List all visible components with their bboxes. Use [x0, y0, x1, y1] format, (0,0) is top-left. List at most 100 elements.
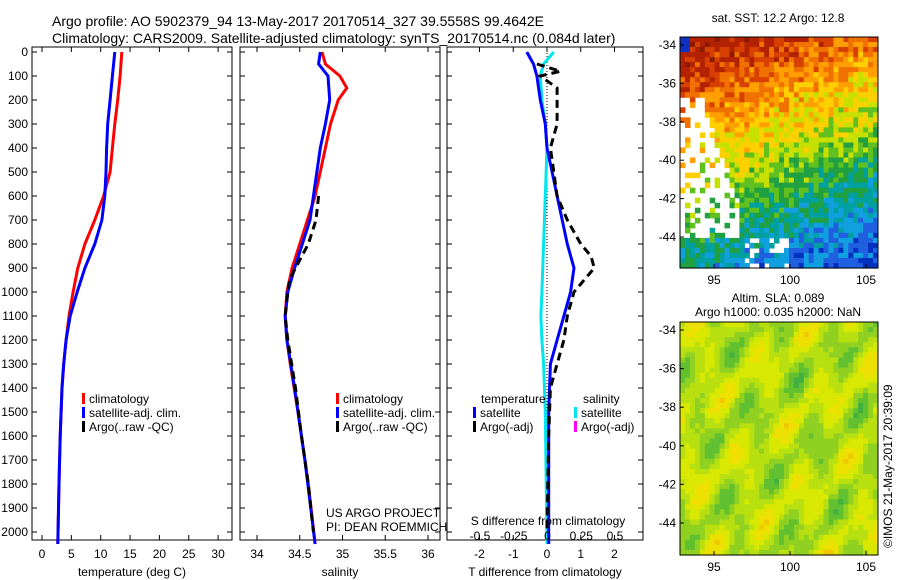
sla-cell	[784, 514, 790, 521]
sst-cell	[793, 207, 800, 214]
sla-cell	[709, 398, 716, 404]
sst-cell	[833, 167, 839, 174]
sla-cell	[868, 443, 874, 450]
sst-cell	[779, 82, 785, 88]
sst-cell	[769, 152, 775, 159]
sla-cell	[868, 438, 874, 445]
sst-cell	[813, 258, 820, 264]
sst-cell	[818, 222, 825, 229]
sst-cell	[788, 157, 795, 164]
sst-cell	[828, 152, 834, 159]
sla-cell	[709, 544, 716, 551]
sst-cell	[744, 152, 750, 159]
sst-cell	[818, 232, 825, 239]
sst-cell	[808, 263, 815, 269]
sst-cell	[709, 242, 716, 249]
sla-cell	[714, 322, 721, 328]
sla-cell	[803, 372, 810, 379]
sla-cell	[774, 463, 780, 470]
sst-cell	[803, 52, 810, 58]
sla-cell	[774, 438, 780, 445]
sla-cell	[734, 524, 740, 531]
sla-cell	[689, 438, 696, 445]
sla-cell	[749, 408, 755, 414]
sla-cell	[808, 367, 815, 374]
sla-cell	[734, 504, 740, 510]
sla-cell	[788, 367, 795, 374]
sla-cell	[729, 479, 735, 485]
sla-cell	[704, 448, 711, 455]
sst-cell	[848, 172, 854, 179]
sla-cell	[873, 377, 879, 384]
sst-cell	[754, 102, 760, 108]
sst-cell	[793, 82, 800, 88]
sla-cell	[833, 514, 839, 521]
sst-cell	[719, 263, 726, 269]
sst-cell	[744, 232, 750, 239]
sst-cell	[749, 222, 755, 229]
sla-cell	[793, 362, 800, 369]
sst-cell	[853, 122, 859, 128]
sla-cell	[714, 539, 721, 546]
sla-cell	[774, 387, 780, 394]
sst-cell	[689, 87, 696, 93]
sla-cell	[724, 534, 730, 541]
sla-cell	[843, 337, 849, 343]
sla-cell	[709, 484, 716, 490]
sst-cell	[699, 247, 706, 254]
sla-cell	[744, 403, 750, 409]
sst-cell	[828, 222, 834, 229]
sla-cell	[828, 367, 834, 374]
sst-cell	[779, 197, 785, 204]
sla-cell	[868, 403, 874, 409]
sla-cell	[818, 367, 825, 374]
sst-cell	[689, 57, 696, 63]
sla-cell	[853, 544, 859, 551]
sst-cell	[759, 127, 765, 133]
sla-cell	[798, 529, 805, 536]
sla-cell	[759, 453, 765, 460]
sst-cell	[754, 172, 760, 179]
sst-cell	[853, 157, 859, 164]
sla-cell	[689, 448, 696, 455]
sst-cell	[709, 122, 716, 128]
sst-cell	[838, 87, 844, 93]
sst-cell	[749, 182, 755, 189]
sla-cell	[784, 438, 790, 445]
sla-cell	[868, 357, 874, 364]
sst-cell	[709, 252, 716, 259]
sst-cell	[818, 62, 825, 68]
sst-cell	[754, 258, 760, 264]
sla-cell	[704, 428, 711, 435]
sla-cell	[749, 392, 755, 399]
sla-cell	[689, 549, 696, 556]
sst-cell	[873, 162, 879, 169]
sst-cell	[734, 82, 740, 88]
sla-cell	[793, 413, 800, 419]
sst-cell	[838, 207, 844, 214]
sst-cell	[754, 117, 760, 123]
sla-cell	[808, 403, 815, 409]
sst-cell	[803, 222, 810, 229]
sla-cell	[769, 484, 775, 490]
sst-cell	[798, 62, 805, 68]
sla-cell	[749, 372, 755, 379]
sla-cell	[769, 489, 775, 495]
sla-cell	[694, 327, 701, 333]
sla-cell	[838, 362, 844, 369]
sla-cell	[714, 362, 721, 369]
sst-cell	[779, 112, 785, 118]
sst-cell	[779, 137, 785, 143]
sst-cell	[685, 182, 691, 189]
sst-cell	[838, 232, 844, 239]
sla-cell	[774, 418, 780, 424]
sst-cell	[853, 132, 859, 138]
sla-cell	[833, 347, 839, 353]
sst-cell	[853, 97, 859, 103]
sst-cell	[828, 182, 834, 189]
sst-cell	[744, 132, 750, 138]
sst-cell	[828, 137, 834, 143]
sla-cell	[779, 428, 785, 435]
sla-cell	[759, 534, 765, 541]
sst-cell	[863, 157, 869, 164]
